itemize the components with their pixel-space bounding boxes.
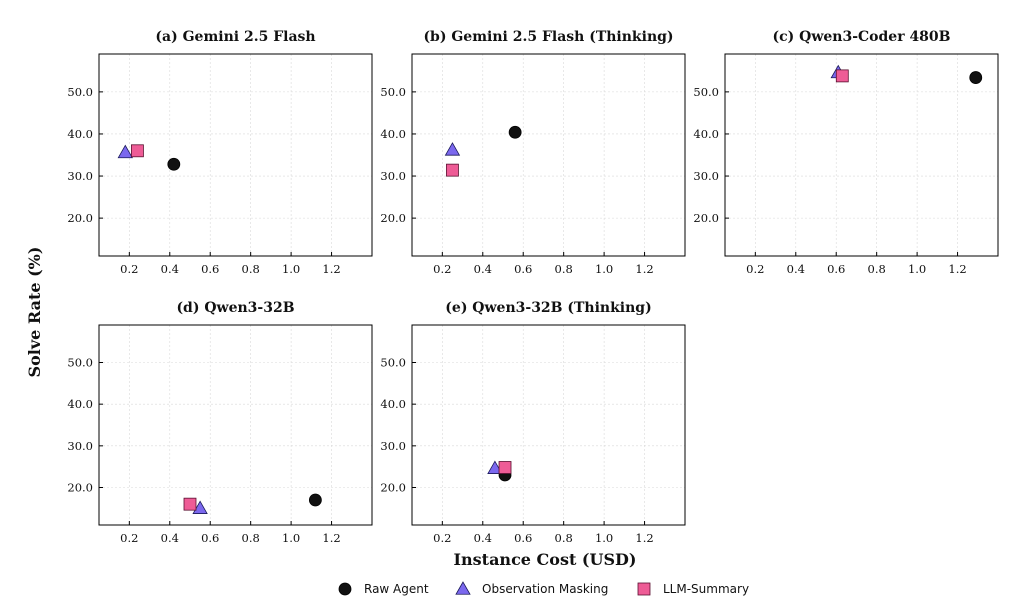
point-observation-masking xyxy=(117,144,133,159)
x-tick-label: 0.2 xyxy=(120,531,138,545)
legend-marker-raw-agent xyxy=(338,582,352,596)
point-llm-summary xyxy=(183,497,197,511)
x-tick-label: 0.4 xyxy=(787,262,805,276)
panel-title: (a) Gemini 2.5 Flash xyxy=(155,29,315,45)
panel-title: (d) Qwen3-32B xyxy=(176,300,294,316)
x-tick-label: 0.8 xyxy=(242,531,260,545)
y-tick-label: 30.0 xyxy=(693,169,719,183)
legend-label: Observation Masking xyxy=(482,582,608,596)
point-llm-summary xyxy=(498,461,512,474)
panel-frame xyxy=(724,53,999,257)
panel-title: (e) Qwen3-32B (Thinking) xyxy=(445,300,651,316)
x-tick-label: 0.6 xyxy=(514,262,532,276)
legend-marker-llm-summary xyxy=(637,582,651,596)
x-tick-label: 0.4 xyxy=(474,262,492,276)
point-llm-summary xyxy=(131,144,144,158)
x-tick-label: 0.8 xyxy=(242,262,260,276)
point-observation-masking xyxy=(192,500,208,514)
x-tick-label: 1.2 xyxy=(948,262,966,276)
panel-title: (c) Qwen3-Coder 480B xyxy=(772,29,950,45)
legend: Raw Agent Observation Masking LLM-Summary xyxy=(338,581,749,596)
legend-item: Observation Masking xyxy=(455,581,608,596)
legend-item: Raw Agent xyxy=(338,582,429,596)
panel-e: (e) Qwen3-32B (Thinking) 0.2 0.4 0.6 0.8 1.0 1… xyxy=(380,300,686,545)
y-tick-label: 50.0 xyxy=(693,85,719,99)
y-tick-label: 40.0 xyxy=(67,127,93,141)
x-tick-label: 1.0 xyxy=(908,262,926,276)
point-llm-summary xyxy=(446,163,459,177)
x-tick-label: 0.6 xyxy=(201,262,219,276)
panel-frame xyxy=(411,324,686,526)
y-tick-label: 30.0 xyxy=(380,439,406,453)
y-tick-label: 20.0 xyxy=(380,211,406,225)
legend-label: LLM-Summary xyxy=(663,582,749,596)
panel-frame xyxy=(98,324,373,526)
x-tick-label: 0.2 xyxy=(120,262,138,276)
y-tick-label: 40.0 xyxy=(693,127,719,141)
x-tick-label: 1.2 xyxy=(635,531,653,545)
panels: (a) Gemini 2.5 Flash 0.2 0.4 0.6 0.8 1.0 1.2 20… xyxy=(67,29,999,545)
legend-label: Raw Agent xyxy=(364,582,429,596)
y-tick-label: 50.0 xyxy=(380,85,406,99)
y-tick-label: 20.0 xyxy=(67,211,93,225)
x-tick-label: 1.0 xyxy=(282,531,300,545)
x-tick-label: 1.0 xyxy=(282,262,300,276)
y-tick-label: 20.0 xyxy=(67,481,93,495)
x-tick-label: 0.6 xyxy=(827,262,845,276)
x-tick-label: 0.2 xyxy=(433,262,451,276)
y-tick-label: 50.0 xyxy=(67,85,93,99)
x-tick-label: 0.6 xyxy=(514,531,532,545)
x-tick-label: 0.8 xyxy=(555,262,573,276)
legend-item: LLM-Summary xyxy=(637,582,749,596)
x-tick-label: 0.2 xyxy=(746,262,764,276)
point-observation-masking xyxy=(487,460,503,474)
panel-a: (a) Gemini 2.5 Flash 0.2 0.4 0.6 0.8 1.0 1.2 20… xyxy=(67,29,373,276)
y-tick-label: 30.0 xyxy=(67,439,93,453)
panel-frame xyxy=(98,53,373,257)
x-tick-label: 0.4 xyxy=(161,531,179,545)
legend-marker-observation-masking xyxy=(455,581,471,595)
x-tick-label: 0.4 xyxy=(161,262,179,276)
x-tick-label: 0.8 xyxy=(555,531,573,545)
panel-d: (d) Qwen3-32B 0.2 0.4 0.6 0.8 1.0 1.2 20.0 30.0 4… xyxy=(67,300,373,545)
y-tick-label: 30.0 xyxy=(380,169,406,183)
panel-frame xyxy=(411,53,686,257)
point-llm-summary xyxy=(835,69,849,83)
x-tick-label: 1.2 xyxy=(635,262,653,276)
panel-b: (b) Gemini 2.5 Flash (Thinking) 0.2 0.4 0.6… xyxy=(380,29,686,276)
y-tick-label: 40.0 xyxy=(380,127,406,141)
x-tick-label: 0.4 xyxy=(474,531,492,545)
point-observation-masking xyxy=(444,142,461,156)
point-raw-agent xyxy=(167,157,181,171)
y-tick-label: 50.0 xyxy=(67,356,93,370)
x-tick-label: 1.2 xyxy=(322,531,340,545)
x-tick-label: 1.2 xyxy=(322,262,340,276)
point-raw-agent xyxy=(308,493,322,507)
x-tick-label: 0.8 xyxy=(868,262,886,276)
x-tick-label: 1.0 xyxy=(595,262,613,276)
panel-c: (c) Qwen3-Coder 480B 0.2 0.4 0.6 0.8 1.0 1.2 20… xyxy=(693,29,999,276)
y-axis-title: Solve Rate (%) xyxy=(25,247,44,378)
x-axis-title: Instance Cost (USD) xyxy=(454,550,637,569)
x-tick-label: 1.0 xyxy=(595,531,613,545)
y-tick-label: 40.0 xyxy=(67,397,93,411)
point-raw-agent xyxy=(969,71,983,84)
x-tick-label: 0.2 xyxy=(433,531,451,545)
y-tick-label: 20.0 xyxy=(380,481,406,495)
x-tick-label: 0.6 xyxy=(201,531,219,545)
y-tick-label: 20.0 xyxy=(693,211,719,225)
y-tick-label: 50.0 xyxy=(380,356,406,370)
point-raw-agent xyxy=(508,125,522,139)
panel-title: (b) Gemini 2.5 Flash (Thinking) xyxy=(423,29,673,45)
y-tick-label: 30.0 xyxy=(67,169,93,183)
y-tick-label: 40.0 xyxy=(380,397,406,411)
